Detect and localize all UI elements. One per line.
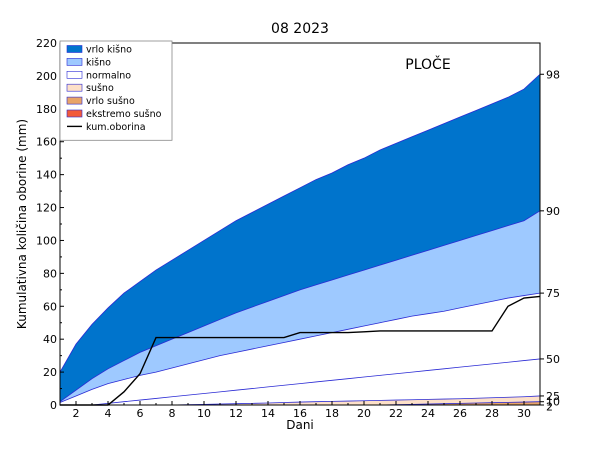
x-tick-label: 24 xyxy=(421,407,435,420)
percentile-label-10: 10 xyxy=(546,396,560,409)
percentile-bands xyxy=(60,74,540,405)
percentile-curve-98 xyxy=(59,73,541,373)
band-su-no xyxy=(60,395,540,405)
y-axis-label: Kumulativna količina oborine (mm) xyxy=(15,119,29,329)
percentile-label-2: 2 xyxy=(546,401,553,414)
legend-label: vrlo sušno xyxy=(86,96,135,107)
percentile-label-50: 50 xyxy=(546,353,560,366)
x-tick-label: 30 xyxy=(517,407,531,420)
percentile-curve-50 xyxy=(60,358,541,406)
x-tick-label: 18 xyxy=(325,407,339,420)
data-series xyxy=(60,295,541,406)
legend-swatch xyxy=(66,71,83,79)
y-tick-label: 120 xyxy=(36,202,57,215)
y-axis-ticks: 0 20 40 60 80 100 120 140 160 180 200 220 xyxy=(36,37,64,412)
legend-swatch xyxy=(66,96,83,105)
percentile-label-98: 98 xyxy=(546,68,560,81)
x-tick-label: 16 xyxy=(293,407,307,420)
legend-label: normalno xyxy=(86,70,131,81)
station-label: PLOČE xyxy=(405,55,450,73)
x-tick-label: 26 xyxy=(453,407,467,420)
x-tick-label: 10 xyxy=(197,407,211,420)
x-tick-label: 4 xyxy=(105,407,112,420)
band-ki-no xyxy=(60,210,540,403)
band-normalno xyxy=(60,293,540,405)
series-line-kum-oborina xyxy=(60,295,541,406)
legend-label: kišno xyxy=(86,57,111,68)
x-tick-label: 28 xyxy=(485,407,499,420)
legend-label: ekstremo sušno xyxy=(86,109,162,120)
legend-label: sušno xyxy=(86,83,114,94)
legend-swatch xyxy=(66,45,83,53)
legend-label: vrlo kišno xyxy=(86,45,132,56)
percentile-label-25: 25 xyxy=(546,390,560,403)
x-tick-label: 8 xyxy=(169,407,176,420)
legend-label: kum.oborina xyxy=(86,122,146,133)
y-tick-label: 140 xyxy=(36,169,57,182)
percentile-curve-75 xyxy=(59,292,541,403)
legend-swatch xyxy=(66,83,83,92)
y-tick-label: 0 xyxy=(50,399,57,412)
x-tick-label: 2 xyxy=(73,407,80,420)
y-tick-label: 40 xyxy=(43,333,57,346)
percentile-label-90: 90 xyxy=(546,205,560,218)
y-tick-label: 60 xyxy=(43,300,57,313)
x-axis-ticks: 2 4 6 8 10 12 14 16 18 20 22 24 26 28 30 xyxy=(59,401,541,420)
x-tick-label: 20 xyxy=(357,407,371,420)
band-vrlo-ki-no xyxy=(60,74,540,402)
percentile-label-75: 75 xyxy=(546,287,560,300)
chart-title: 08 2023 xyxy=(271,21,329,37)
x-tick-label: 22 xyxy=(389,407,403,420)
legend-swatch xyxy=(66,58,83,66)
legend-swatch xyxy=(66,109,83,118)
y-tick-label: 160 xyxy=(36,136,57,149)
x-tick-label: 12 xyxy=(229,407,243,420)
percentile-curve-90 xyxy=(59,210,541,403)
y-tick-label: 80 xyxy=(43,267,57,280)
y-tick-label: 200 xyxy=(36,70,57,83)
y-tick-label: 220 xyxy=(36,37,57,50)
x-axis-label: Dani xyxy=(286,418,314,432)
y-tick-label: 20 xyxy=(43,366,57,379)
legend-box xyxy=(59,40,173,141)
x-tick-label: 6 xyxy=(137,407,144,420)
y-tick-label: 100 xyxy=(36,234,57,247)
x-tick-label: 14 xyxy=(261,407,275,420)
y-tick-label: 180 xyxy=(36,103,57,116)
